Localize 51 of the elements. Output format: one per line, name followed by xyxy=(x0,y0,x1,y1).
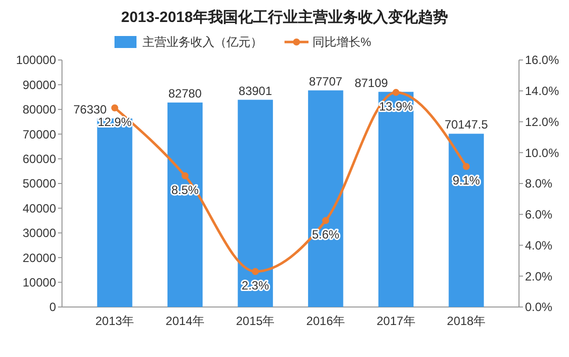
y-tick-label: 10000 xyxy=(22,276,56,290)
y2-tick-label: 10.0% xyxy=(525,146,560,160)
y-tick-label: 30000 xyxy=(22,226,56,240)
data-label: 76330 xyxy=(73,102,108,116)
y2-tick-label: 8.0% xyxy=(525,176,553,191)
data-label: 83901 xyxy=(238,84,272,98)
y-tick-label: 80000 xyxy=(22,102,56,117)
x-tick-label: 2014年 xyxy=(166,314,204,328)
y2-tick-label: 6.0% xyxy=(525,208,553,222)
y2-tick-label: 2.0% xyxy=(525,269,553,284)
legend-label: 同比增长% xyxy=(312,35,372,50)
data-label: 13.9% xyxy=(378,99,414,114)
data-label: 2.3% xyxy=(242,278,270,292)
legend-label: 主营业务收入（亿元） xyxy=(142,35,262,50)
bar xyxy=(238,100,273,307)
bar xyxy=(97,118,132,307)
y-tick-label: 50000 xyxy=(22,176,56,191)
point xyxy=(392,88,400,96)
y-tick-label: 40000 xyxy=(22,201,56,216)
y-tick-label: 60000 xyxy=(22,152,56,166)
y-tick-label: 90000 xyxy=(22,78,56,92)
bar xyxy=(448,134,484,307)
x-tick-label: 2013年 xyxy=(95,314,134,328)
y2-tick-label: 4.0% xyxy=(525,238,553,252)
bar xyxy=(167,102,203,307)
data-label: 12.9% xyxy=(98,114,132,129)
data-label: 70147.5 xyxy=(444,118,488,132)
y-tick-label: 100000 xyxy=(16,53,56,68)
y-tick-label: 20000 xyxy=(22,250,56,265)
x-tick-label: 2016年 xyxy=(306,314,346,328)
point xyxy=(252,268,259,275)
x-tick-label: 2015年 xyxy=(236,314,275,328)
y2-tick-label: 12.0% xyxy=(525,114,560,129)
bar xyxy=(378,92,414,307)
point xyxy=(462,163,470,170)
data-label: 9.1% xyxy=(452,174,480,188)
data-label: 87109 xyxy=(354,76,388,90)
point xyxy=(182,172,189,180)
data-label: 82780 xyxy=(168,86,202,101)
y2-tick-label: 16.0% xyxy=(525,53,560,68)
x-tick-label: 2017年 xyxy=(376,314,416,328)
data-label: 87707 xyxy=(308,74,343,88)
bar xyxy=(308,90,344,307)
chart-title: 2013-2018年我国化工行业主营业务收入变化趋势 xyxy=(121,8,448,26)
y-tick-label: 0 xyxy=(49,300,56,314)
point xyxy=(322,217,330,224)
y2-tick-label: 0.0% xyxy=(525,300,553,314)
point xyxy=(111,104,118,112)
y2-tick-label: 14.0% xyxy=(525,84,560,98)
x-tick-label: 2018年 xyxy=(446,314,486,328)
y-tick-label: 70000 xyxy=(22,127,56,142)
